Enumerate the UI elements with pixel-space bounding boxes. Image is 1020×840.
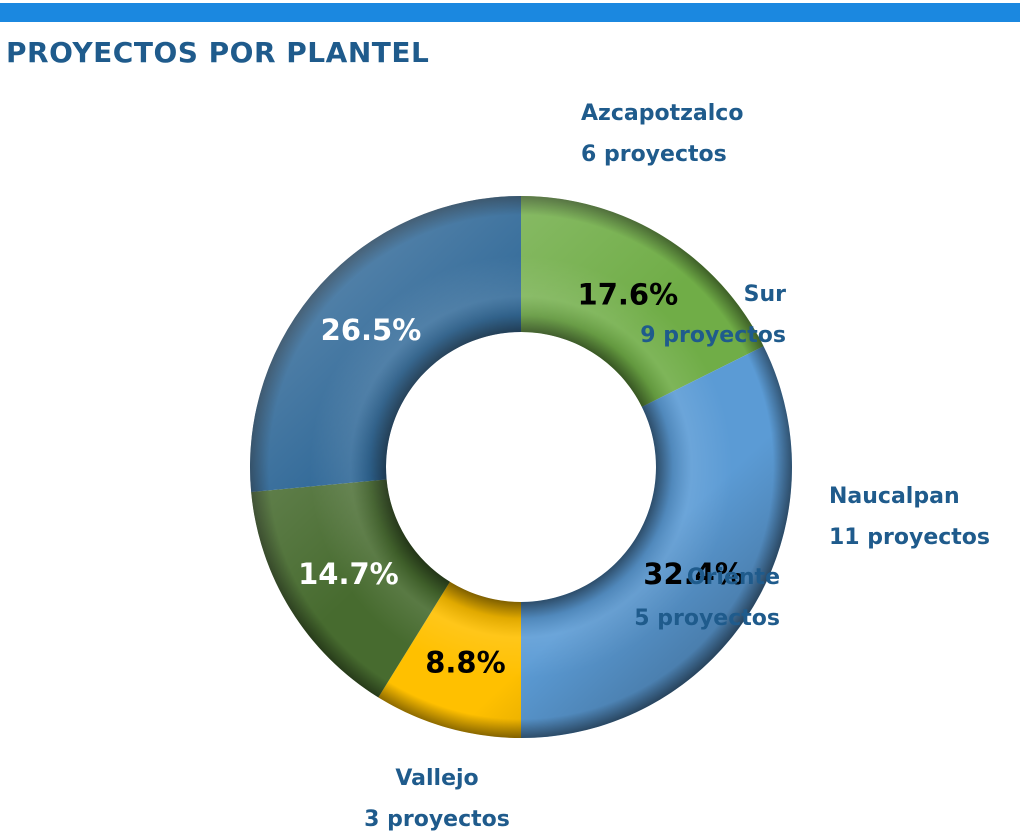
percent-label-naucalpan: 32.4% <box>643 557 744 591</box>
category-name: Azcapotzalco <box>581 101 744 126</box>
category-name: Oriente <box>686 565 780 590</box>
category-count: 3 proyectos <box>364 807 510 832</box>
percent-label-vallejo: 8.8% <box>425 645 505 679</box>
top-accent-bar <box>0 3 1020 22</box>
category-label-azcapotzalco: Azcapotzalco 6 proyectos <box>581 93 743 175</box>
category-name: Sur <box>743 282 786 307</box>
ring-bevel-shading <box>250 196 792 738</box>
percent-label-sur: 26.5% <box>321 313 422 347</box>
category-label-naucalpan: Naucalpan 11 proyectos <box>829 476 990 558</box>
percent-label-azcapotzalco: 17.6% <box>578 277 679 311</box>
category-label-oriente: Oriente 5 proyectos <box>634 557 780 639</box>
category-label-sur: Sur 9 proyectos <box>640 274 786 356</box>
category-count: 5 proyectos <box>634 606 780 631</box>
category-count: 9 proyectos <box>640 323 786 348</box>
category-label-vallejo: Vallejo 3 proyectos <box>317 758 557 840</box>
category-name: Naucalpan <box>829 484 960 509</box>
category-count: 11 proyectos <box>829 525 991 550</box>
percent-label-oriente: 14.7% <box>298 557 399 591</box>
category-name: Vallejo <box>395 766 479 791</box>
category-count: 6 proyectos <box>581 142 727 167</box>
page-title: PROYECTOS POR PLANTEL <box>6 36 430 69</box>
